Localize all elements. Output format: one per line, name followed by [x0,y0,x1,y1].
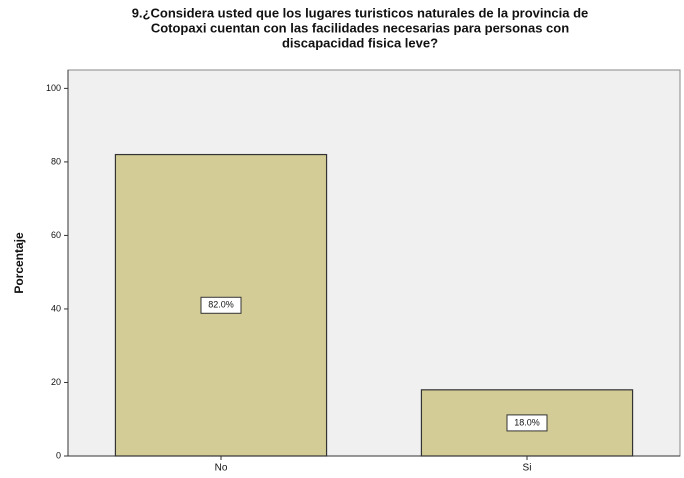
chart-title: discapacidad fisica leve? [282,35,438,50]
y-tick-label: 20 [51,377,61,387]
y-axis-label: Porcentaje [12,232,26,294]
x-tick-label: No [215,463,228,473]
value-label-box [506,414,548,432]
y-tick-label: 40 [51,303,61,313]
value-label: 82.0% [208,300,234,310]
y-tick-label: 60 [51,230,61,240]
value-label: 18.0% [514,417,540,427]
y-tick-label: 80 [51,156,61,166]
value-label-box [200,296,242,314]
y-tick-label: 0 [56,450,61,460]
x-tick-label: Si [523,463,532,473]
chart-title: Cotopaxi cuentan con las facilidades nec… [151,20,569,35]
chart-title: 9.¿Considera usted que los lugares turis… [132,5,589,20]
y-tick-label: 100 [46,83,61,93]
